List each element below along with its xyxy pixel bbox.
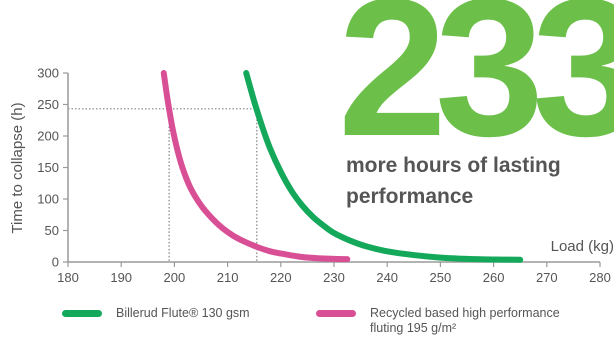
legend-swatch-billerud	[62, 310, 102, 317]
highlight-tagline-line-1: more hours of lasting	[346, 154, 561, 177]
y-tick-label: 300	[37, 66, 59, 81]
y-tick-label: 150	[37, 160, 59, 175]
x-tick-label: 230	[323, 270, 345, 285]
highlight-number: 233	[338, 0, 614, 177]
y-tick-label: 0	[52, 255, 59, 270]
x-tick-label: 240	[376, 270, 398, 285]
y-tick-label: 50	[45, 223, 59, 238]
y-tick-label: 250	[37, 97, 59, 112]
x-axis-ticks: 180 190 200 210 220 230 240 250 260 270 280	[57, 262, 611, 285]
x-axis-title: Load (kg)	[551, 238, 614, 255]
y-tick-label: 100	[37, 192, 59, 207]
highlight-tagline-line-2: performance	[346, 185, 474, 208]
legend-label-billerud: Billerud Flute® 130 gsm	[116, 306, 250, 320]
legend-item-recycled: Recycled based high performance fluting …	[316, 306, 611, 336]
legend-label-recycled-line-1: Recycled based high performance	[370, 306, 560, 320]
x-tick-label: 280	[589, 270, 611, 285]
reference-lines	[68, 108, 258, 262]
x-tick-label: 260	[483, 270, 505, 285]
x-tick-label: 180	[57, 270, 79, 285]
y-axis-title: Time to collapse (h)	[9, 102, 26, 233]
x-tick-label: 220	[270, 270, 292, 285]
x-tick-label: 210	[217, 270, 239, 285]
x-tick-label: 270	[536, 270, 558, 285]
legend-label-recycled: Recycled based high performance fluting …	[370, 306, 560, 336]
series-layer	[160, 70, 524, 263]
x-tick-label: 250	[430, 270, 452, 285]
highlight-tagline: more hours of lasting performance	[346, 150, 608, 212]
series-line-billerud	[243, 70, 524, 263]
legend-item-billerud: Billerud Flute® 130 gsm	[62, 306, 250, 321]
legend-label-recycled-line-2: fluting 195 g/m²	[370, 321, 457, 335]
legend-swatch-recycled	[316, 310, 356, 317]
x-tick-label: 190	[110, 270, 132, 285]
y-tick-label: 200	[37, 129, 59, 144]
series-line-recycled	[160, 70, 351, 263]
x-tick-label: 200	[164, 270, 186, 285]
y-axis-ticks: 0 50 100 150 200 250 300	[37, 66, 68, 270]
